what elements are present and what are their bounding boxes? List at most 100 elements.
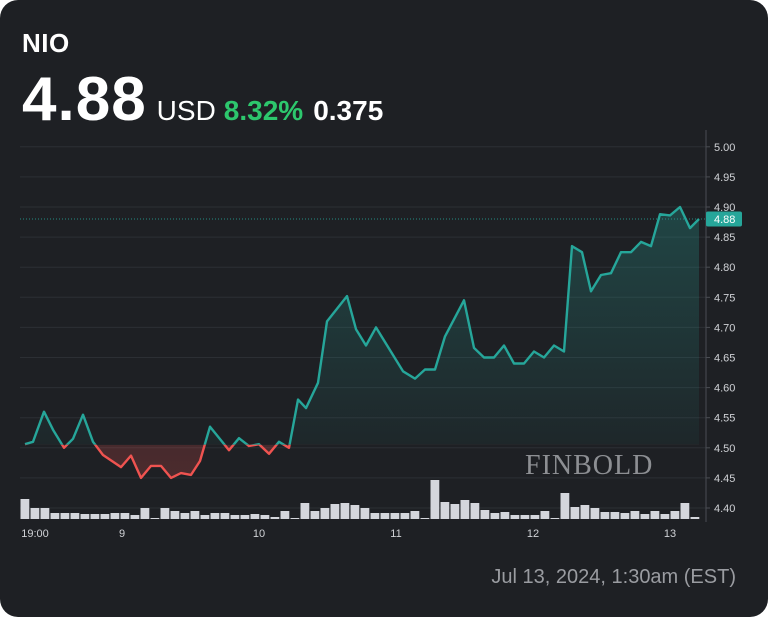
volume-bar	[20, 499, 30, 519]
volume-bar	[50, 513, 60, 519]
volume-bar	[280, 511, 290, 519]
change-value: 0.375	[313, 95, 384, 126]
volume-bar	[690, 517, 700, 519]
y-axis-ticks: 5.00 4.95 4.90 4.85 4.80 4.75 4.70 4.65 4.60 4.55…	[706, 142, 735, 515]
volume-bar	[110, 513, 120, 519]
y-tick-label: 5.00	[714, 142, 735, 154]
x-tick-label: 9	[119, 528, 125, 540]
volume-bar	[170, 511, 180, 519]
volume-bar	[310, 511, 320, 519]
volume-bar	[250, 514, 260, 519]
ticker-symbol: NIO	[22, 28, 70, 58]
current-price-badge: 4.88	[20, 211, 742, 227]
volume-bar	[80, 514, 90, 519]
volume-bar	[320, 508, 330, 519]
volume-bar	[360, 508, 370, 519]
x-axis-ticks: 19:00 9 10 11 12 13	[21, 528, 676, 540]
volume-bar	[380, 513, 390, 519]
volume-bar	[40, 508, 50, 519]
volume-bar	[300, 503, 310, 519]
volume-bar	[540, 511, 550, 519]
volume-bar	[640, 514, 650, 519]
y-tick-label: 4.45	[714, 473, 735, 485]
volume-bar	[520, 515, 530, 519]
y-tick-label: 4.95	[714, 172, 735, 184]
volume-bar	[140, 508, 150, 519]
volume-bar	[120, 513, 130, 519]
volume-bar	[210, 513, 220, 519]
x-tick-label: 19:00	[21, 528, 49, 540]
price-row: 4.88 USD 8.32% 0.375	[22, 64, 383, 135]
x-tick-label: 13	[664, 528, 676, 540]
x-tick-label: 10	[253, 528, 265, 540]
y-tick-label: 4.90	[714, 202, 735, 214]
volume-bar	[680, 503, 690, 519]
volume-bar	[230, 515, 240, 519]
change-percent: 8.32%	[223, 95, 304, 126]
volume-bar	[400, 513, 410, 519]
volume-bar	[290, 518, 300, 519]
current-price-badge-label: 4.88	[714, 214, 735, 226]
volume-bar	[90, 514, 100, 519]
volume-bars	[20, 480, 700, 519]
volume-bar	[570, 507, 580, 519]
volume-bar	[130, 515, 140, 519]
volume-bar	[240, 515, 250, 519]
y-tick-label: 4.80	[714, 262, 735, 274]
volume-bar	[190, 511, 200, 519]
volume-bar	[470, 503, 480, 519]
volume-bar	[610, 512, 620, 519]
currency-label: USD	[156, 95, 216, 126]
y-tick-label: 4.50	[714, 443, 735, 455]
volume-bar	[200, 515, 210, 519]
volume-bar	[390, 513, 400, 519]
volume-bar	[330, 504, 340, 519]
volume-bar	[670, 511, 680, 519]
volume-bar	[480, 510, 490, 519]
volume-bar	[160, 508, 170, 519]
volume-bar	[590, 508, 600, 519]
volume-bar	[260, 515, 270, 519]
x-tick-label: 12	[527, 528, 539, 540]
volume-bar	[580, 505, 590, 519]
volume-bar	[270, 517, 280, 519]
volume-bar	[530, 515, 540, 519]
volume-bar	[220, 513, 230, 519]
volume-bar	[660, 514, 670, 519]
volume-bar	[350, 505, 360, 519]
volume-bar	[490, 513, 500, 519]
volume-bar	[550, 518, 560, 519]
volume-bar	[620, 513, 630, 519]
volume-bar	[500, 512, 510, 519]
volume-bar	[180, 513, 190, 519]
volume-bar	[150, 518, 160, 519]
volume-bar	[70, 513, 80, 519]
current-price: 4.88	[22, 65, 147, 134]
volume-bar	[30, 508, 40, 519]
y-tick-label: 4.75	[714, 292, 735, 304]
volume-bar	[600, 512, 610, 519]
volume-bar	[440, 502, 450, 519]
price-line	[24, 205, 700, 480]
volume-bar	[430, 480, 440, 519]
volume-bar	[460, 500, 470, 519]
volume-bar	[420, 518, 430, 519]
volume-bar	[450, 504, 460, 519]
volume-bar	[560, 493, 570, 519]
x-tick-label: 11	[390, 528, 401, 540]
timestamp: Jul 13, 2024, 1:30am (EST)	[491, 566, 736, 588]
y-tick-label: 4.55	[714, 413, 735, 425]
volume-bar	[510, 515, 520, 519]
y-tick-label: 4.65	[714, 353, 735, 365]
y-tick-label: 4.40	[714, 503, 735, 515]
volume-bar	[370, 513, 380, 519]
finbold-watermark: FINBOLD	[525, 450, 653, 481]
volume-bar	[630, 511, 640, 519]
y-tick-label: 4.70	[714, 322, 735, 334]
volume-bar	[650, 511, 660, 519]
y-tick-label: 4.60	[714, 383, 735, 395]
y-tick-label: 4.85	[714, 232, 735, 244]
volume-bar	[60, 513, 70, 519]
